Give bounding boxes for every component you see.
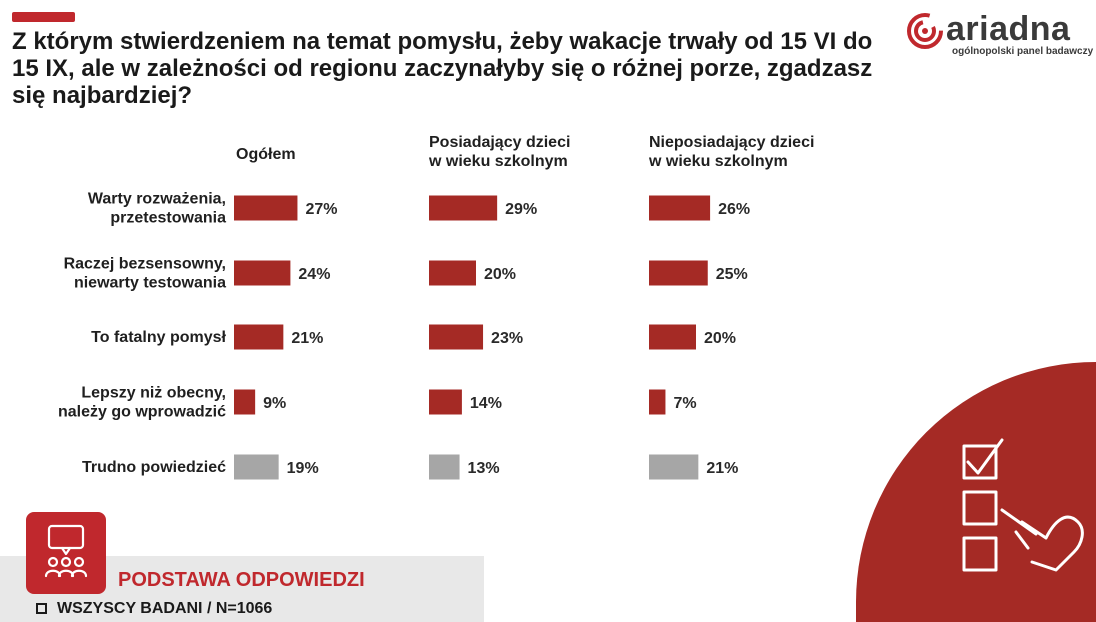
column-header-2: Posiadający dzieci: [429, 134, 570, 151]
bar-2-2: [429, 260, 476, 286]
value-label: 19%: [287, 460, 319, 477]
category-label: niewarty testowania: [74, 275, 226, 292]
value-label: 20%: [704, 330, 736, 347]
respondents-icon: [26, 512, 106, 594]
bar-1-1: [234, 195, 298, 221]
category-label: Warty rozważenia,: [88, 191, 226, 208]
logo-tagline: ogólnopolski panel badawczy: [952, 46, 1094, 57]
value-label: 26%: [718, 201, 750, 218]
value-label: 24%: [298, 266, 330, 283]
bar-1-4: [234, 389, 256, 415]
ariadna-logo: ariadna ogólnopolski panel badawczy: [906, 10, 1093, 60]
category-label: Lepszy niż obecny,: [81, 385, 226, 402]
bar-3-4: [649, 389, 666, 415]
category-label: Raczej bezsensowny,: [64, 256, 226, 273]
bar-1-5: [234, 454, 279, 480]
column-header-1: Ogółem: [236, 146, 296, 163]
value-label: 21%: [291, 330, 323, 347]
empty-box-icon: [962, 536, 998, 572]
checkbox-icon: [36, 603, 47, 614]
footer-title: PODSTAWA ODPOWIEDZI: [118, 569, 365, 591]
bar-3-3: [649, 324, 696, 350]
accent-bar: [12, 12, 75, 22]
bar-1-2: [234, 260, 291, 286]
logo-wordmark: ariadna: [946, 10, 1071, 48]
bar-chart: Ogółem Posiadający dzieci w wieku szkolnym…: [58, 134, 814, 480]
value-label: 25%: [716, 266, 748, 283]
page-title: Z którym stwierdzeniem na temat pomysłu,…: [12, 28, 873, 109]
category-label: To fatalny pomysł: [91, 329, 226, 346]
value-label: 14%: [470, 395, 502, 412]
checklist-hand-decoration: [856, 362, 1096, 622]
pointing-hand-icon: [1000, 508, 1084, 572]
category-label: Trudno powiedzieć: [82, 459, 226, 476]
bar-3-1: [649, 195, 711, 221]
column-header-2: w wieku szkolnym: [428, 153, 568, 170]
checked-box-icon: [962, 444, 998, 480]
value-label: 7%: [673, 395, 696, 412]
value-label: 20%: [484, 266, 516, 283]
bar-2-1: [429, 195, 498, 221]
category-label: należy go wprowadzić: [58, 404, 226, 421]
column-header-3: Nieposiadający dzieci: [649, 134, 814, 151]
bar-2-3: [429, 324, 484, 350]
value-label: 29%: [505, 201, 537, 218]
logo-spiral-icon: [907, 13, 943, 49]
value-label: 21%: [706, 460, 738, 477]
sample-base-text: WSZYSCY BADANI / N=1066: [57, 600, 273, 617]
category-label: przetestowania: [110, 210, 226, 227]
value-label: 27%: [305, 201, 337, 218]
empty-box-icon: [962, 490, 998, 526]
bar-2-5: [429, 454, 460, 480]
bar-3-2: [649, 260, 708, 286]
value-label: 13%: [468, 460, 500, 477]
bar-1-3: [234, 324, 284, 350]
value-label: 23%: [491, 330, 523, 347]
bar-3-5: [649, 454, 699, 480]
column-header-3: w wieku szkolnym: [648, 153, 788, 170]
sample-base: WSZYSCY BADANI / N=1066: [36, 600, 272, 618]
bar-2-4: [429, 389, 462, 415]
value-label: 9%: [263, 395, 286, 412]
